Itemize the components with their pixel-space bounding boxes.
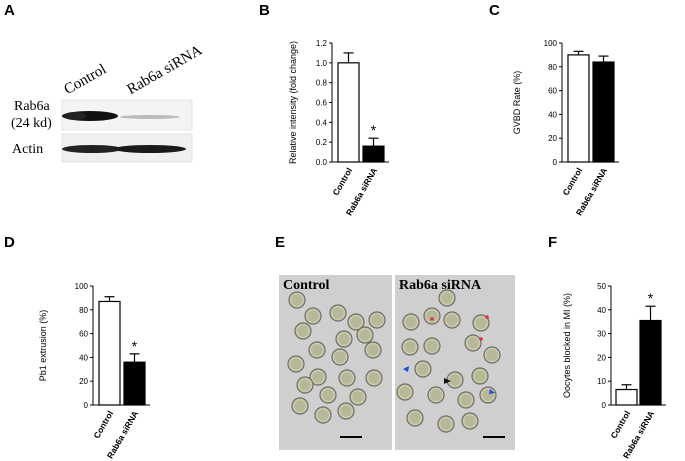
significance-star: * (371, 122, 377, 138)
panel-letter-d: D (4, 234, 15, 251)
bar-rab6a-sirna (362, 145, 385, 163)
y-tick-label: 20 (79, 377, 88, 386)
y-tick-label: 0 (84, 401, 89, 410)
y-tick-label: 50 (597, 282, 606, 291)
bar-rab6a-sirna (123, 361, 146, 406)
y-axis-label: Relative intensity (fold change) (288, 41, 298, 164)
y-tick-label: 0 (553, 158, 558, 167)
panel-letter-b: B (259, 2, 270, 19)
chart-b: 0.0 0.2 0.4 0.6 0.8 1.0 1.2 Relative intensity … (288, 39, 389, 217)
bar-rab6a-sirna (592, 61, 615, 163)
panel-letter-e: E (275, 234, 286, 251)
y-tick-label: 30 (597, 330, 606, 339)
y-tick-label: 20 (597, 353, 606, 362)
panel-letter-c: C (489, 2, 500, 19)
row-label-rab6a-size: (24 kd) (11, 116, 52, 131)
row-label-rab6a: Rab6a (14, 99, 50, 114)
x-category-label: Control (560, 166, 584, 197)
panel-letter-f: F (548, 234, 558, 251)
micrograph-label-control: Control (283, 278, 330, 293)
y-tick-label: 80 (79, 306, 88, 315)
micrograph-label-rab6a: Rab6a siRNA (399, 278, 482, 293)
y-tick-label: 40 (79, 353, 88, 362)
x-category-label: Control (608, 409, 632, 440)
bar-control (567, 54, 590, 163)
y-tick-label: 0 (602, 401, 607, 410)
y-tick-label: 20 (548, 134, 557, 143)
y-tick-label: 100 (544, 39, 558, 48)
y-tick-label: 1.0 (316, 59, 328, 68)
row-label-actin: Actin (12, 142, 44, 157)
significance-star: * (648, 290, 654, 306)
y-tick-label: 0.2 (316, 138, 328, 147)
y-tick-label: 60 (548, 87, 557, 96)
y-axis-label: Pb1 extrusion (%) (38, 310, 48, 382)
bar-rab6a-sirna (639, 319, 662, 406)
y-tick-label: 40 (548, 110, 557, 119)
y-tick-label: 0.6 (316, 99, 328, 108)
y-tick-label: 0.8 (316, 79, 328, 88)
significance-star: * (132, 338, 138, 354)
y-tick-label: 10 (597, 377, 606, 386)
bar-control (615, 388, 638, 406)
y-tick-label: 60 (79, 330, 88, 339)
chart-f: 0 10 20 30 40 50 Oocytes blocked in MI (%) Cont… (562, 282, 666, 460)
bar-control (98, 300, 121, 406)
y-tick-label: 80 (548, 63, 557, 72)
panel-letter-a: A (4, 2, 15, 19)
x-category-label: Control (330, 166, 354, 197)
y-axis-label: GVBD Rate (%) (512, 71, 522, 135)
y-tick-label: 0.4 (316, 118, 328, 127)
y-axis-label: Oocytes blocked in MI (%) (562, 293, 572, 398)
y-tick-label: 0.0 (316, 158, 328, 167)
y-tick-label: 40 (597, 306, 606, 315)
y-tick-label: 1.2 (316, 39, 328, 48)
x-category-label: Control (91, 409, 115, 440)
y-tick-label: 100 (75, 282, 89, 291)
bar-control (337, 62, 360, 163)
